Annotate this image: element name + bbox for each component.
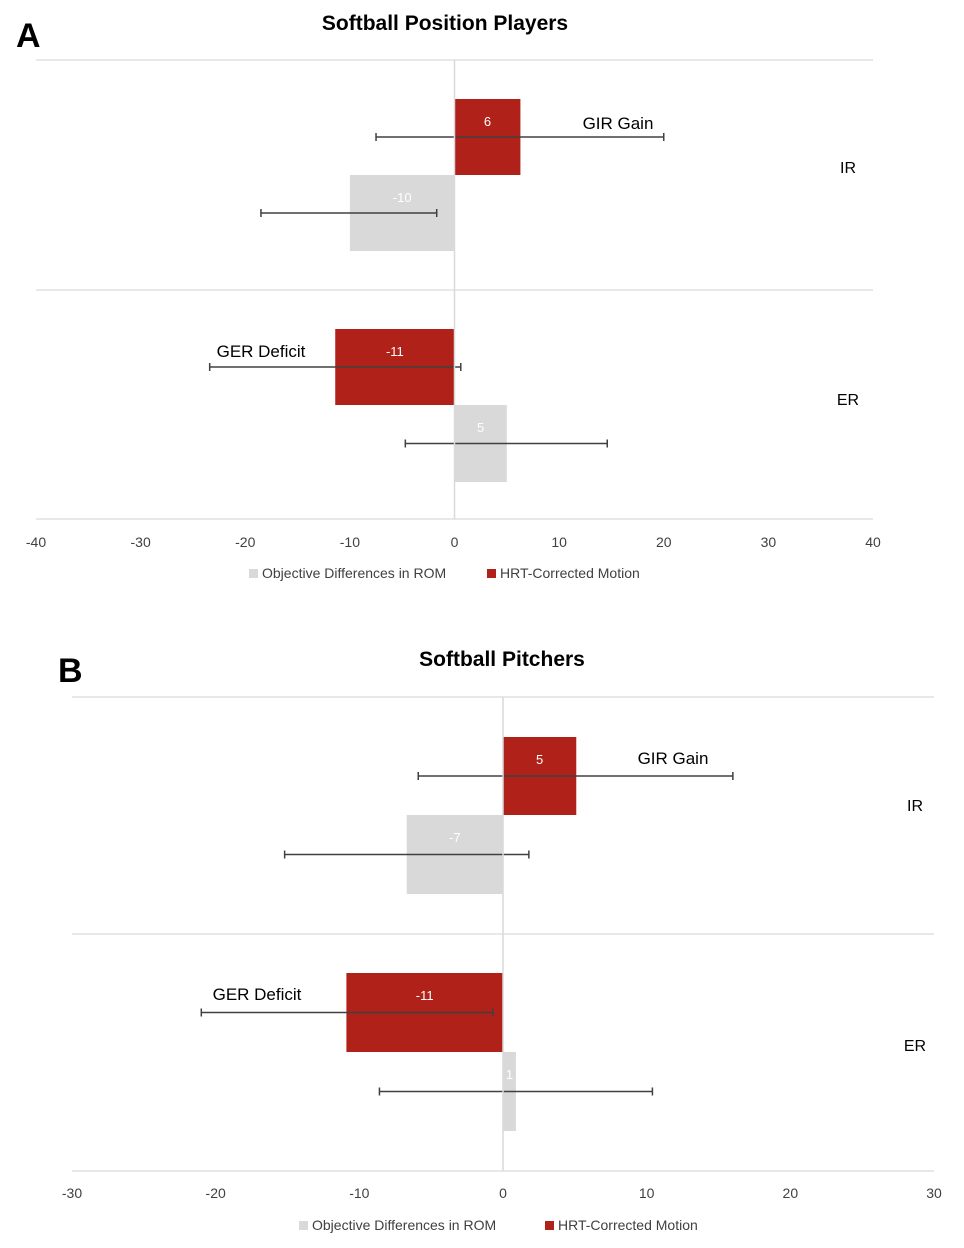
chart-title: Softball Pitchers	[419, 648, 585, 671]
data-label-hrt-ir: 6	[484, 114, 491, 129]
panel-letter: B	[58, 652, 83, 690]
legend-label-hrt: HRT-Corrected Motion	[500, 565, 640, 581]
x-tick-label: 10	[639, 1185, 655, 1201]
data-label-objective-ir: -10	[393, 190, 412, 205]
annotation-gir-gain: GIR Gain	[638, 749, 709, 768]
x-tick-label: 20	[783, 1185, 799, 1201]
data-label-objective-er: 5	[477, 420, 484, 435]
chart-title: Softball Position Players	[322, 12, 568, 35]
data-label-hrt-er: -11	[386, 344, 404, 359]
legend-swatch-hrt	[545, 1221, 554, 1230]
x-tick-label: 0	[499, 1185, 507, 1201]
panel-letter: A	[16, 17, 41, 55]
x-tick-label: -30	[131, 534, 151, 550]
x-tick-label: 10	[551, 534, 567, 550]
x-tick-label: 20	[656, 534, 672, 550]
data-label-objective-er: 1	[506, 1067, 513, 1082]
category-label-er: ER	[904, 1038, 926, 1055]
legend-label-objective: Objective Differences in ROM	[262, 565, 446, 581]
x-tick-label: 30	[761, 534, 777, 550]
annotation-gir-gain: GIR Gain	[583, 114, 654, 133]
legend-swatch-hrt	[487, 569, 496, 578]
category-label-er: ER	[837, 392, 859, 409]
legend-swatch-objective	[299, 1221, 308, 1230]
x-tick-label: 30	[926, 1185, 942, 1201]
category-label-ir: IR	[840, 160, 856, 177]
x-tick-label: -20	[235, 534, 255, 550]
legend-label-objective: Objective Differences in ROM	[312, 1217, 496, 1233]
chart-panel-b: B Softball Pitchers -30 -20 -10 0 10 20 30 5 -7 IR -…	[58, 648, 942, 1233]
legend-label-hrt: HRT-Corrected Motion	[558, 1217, 698, 1233]
x-tick-label: -10	[340, 534, 360, 550]
legend-swatch-objective	[249, 569, 258, 578]
x-tick-label: 40	[865, 534, 881, 550]
annotation-ger-deficit: GER Deficit	[217, 342, 306, 361]
x-tick-label: -10	[349, 1185, 369, 1201]
x-tick-label: -30	[62, 1185, 82, 1201]
data-label-hrt-er: -11	[416, 988, 434, 1003]
data-label-hrt-ir: 5	[536, 752, 543, 767]
x-tick-label: -40	[26, 534, 46, 550]
category-label-ir: IR	[907, 798, 923, 815]
chart-panel-a: A Softball Position Players -40 -30 -20 -10 0 1…	[16, 12, 881, 581]
annotation-ger-deficit: GER Deficit	[213, 985, 302, 1004]
data-label-objective-ir: -7	[449, 830, 461, 845]
x-tick-label: 0	[451, 534, 459, 550]
x-tick-label: -20	[206, 1185, 226, 1201]
